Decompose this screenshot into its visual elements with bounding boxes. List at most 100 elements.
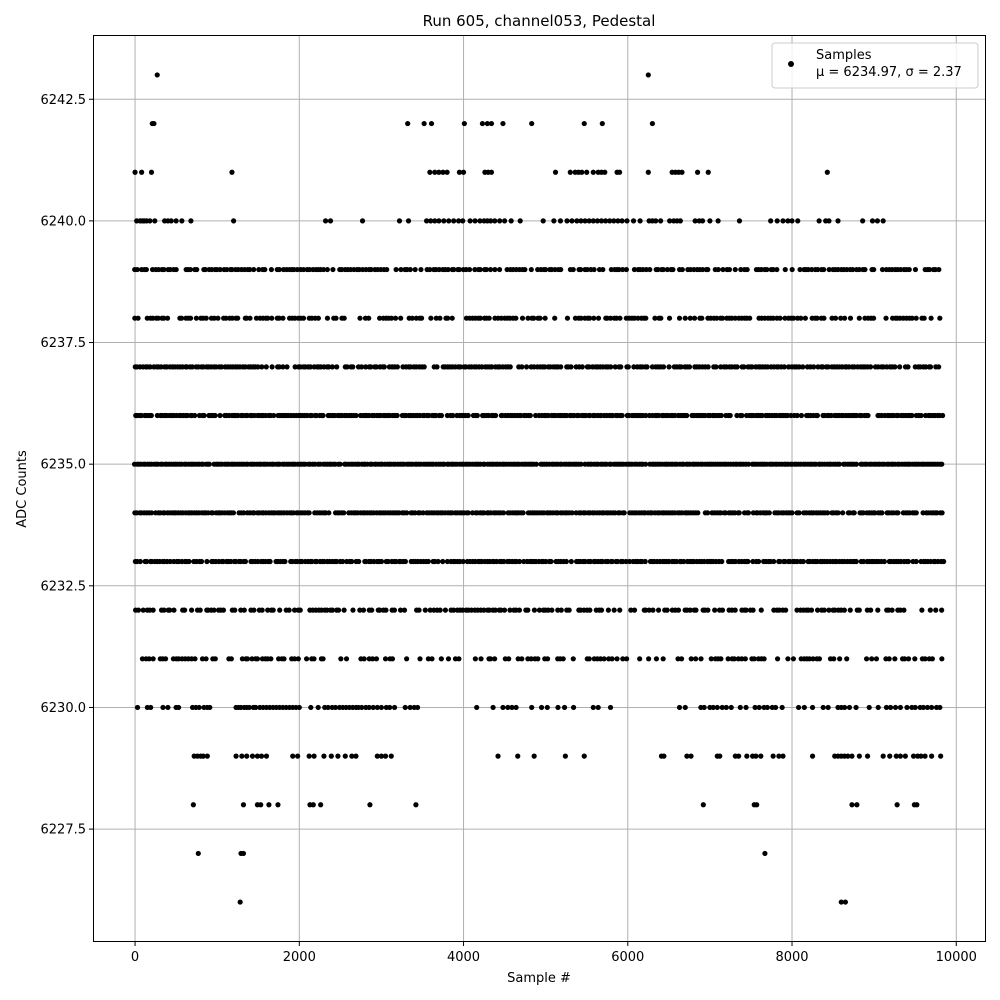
data-point [840,510,846,516]
data-point [507,364,513,370]
data-point [758,753,764,759]
data-point [467,218,473,224]
data-point [922,753,928,759]
data-point [421,120,427,127]
data-point [714,704,720,711]
data-point [701,704,707,711]
data-point [809,266,815,273]
data-point [719,704,725,711]
data-point [434,364,440,370]
data-point [699,266,706,273]
data-point [728,704,734,711]
data-point [736,218,743,224]
data-point [271,412,277,419]
data-point [152,218,158,224]
data-point [529,120,535,127]
data-point [591,266,597,273]
data-point [800,364,806,370]
data-point [698,656,704,662]
data-point [187,315,194,321]
data-point [913,315,919,321]
data-point [939,461,945,467]
data-point [688,753,694,759]
data-point [929,656,935,662]
data-point [727,412,733,419]
data-point [929,704,935,711]
data-point [179,218,185,224]
data-point [705,266,711,273]
data-point [725,656,731,662]
data-point [444,169,450,175]
data-point [811,364,817,370]
data-point [420,510,426,516]
data-point [506,656,512,662]
data-point [590,169,596,175]
data-point [268,656,274,662]
data-point [139,656,146,662]
data-point [875,607,881,613]
data-point [456,218,462,224]
data-point [498,607,504,613]
data-point [558,607,564,613]
data-point [487,266,494,273]
data-point [741,364,747,370]
data-point [897,753,904,759]
data-point [525,607,531,613]
y-tick-label: 6232.5 [41,579,87,594]
y-tick-label: 6230.0 [41,701,87,716]
data-point [856,266,862,273]
data-point [790,315,797,321]
data-point [173,266,179,273]
data-point [232,607,238,613]
data-point [560,656,566,662]
data-point [666,364,672,370]
data-point [564,218,570,224]
data-point [450,412,456,419]
data-point [928,315,934,321]
data-point [754,802,760,808]
data-point [404,510,410,516]
data-point [744,266,750,273]
data-point [774,656,781,662]
data-point [814,315,820,321]
data-point [814,607,821,613]
data-point [445,656,452,662]
data-point [542,266,549,273]
data-point [488,218,494,224]
data-point [370,704,376,711]
data-point [162,656,169,662]
data-point [664,266,671,273]
data-point [581,120,587,127]
data-point [148,510,155,516]
data-point [280,315,286,321]
data-point [718,656,724,662]
data-point [349,558,355,565]
data-point [324,315,331,321]
data-point [558,364,564,370]
data-point [325,704,331,711]
data-point [436,169,442,175]
data-point [324,607,330,613]
data-point [404,656,410,662]
data-point [736,753,742,759]
data-point [427,169,433,175]
data-point [780,753,786,759]
data-point [739,656,745,662]
data-point [718,412,724,419]
data-point [545,607,551,613]
data-point [456,169,463,175]
data-point [681,558,687,565]
data-point [645,169,651,175]
x-tick-label: 6000 [611,950,644,965]
data-point [479,120,486,127]
data-point [445,315,451,321]
data-point [579,169,585,175]
data-point [477,266,483,273]
data-point [378,704,385,711]
data-point [743,607,749,613]
data-point [800,558,806,565]
data-point [895,510,901,516]
data-point [874,218,881,224]
data-point [860,558,867,565]
data-point [745,510,752,516]
